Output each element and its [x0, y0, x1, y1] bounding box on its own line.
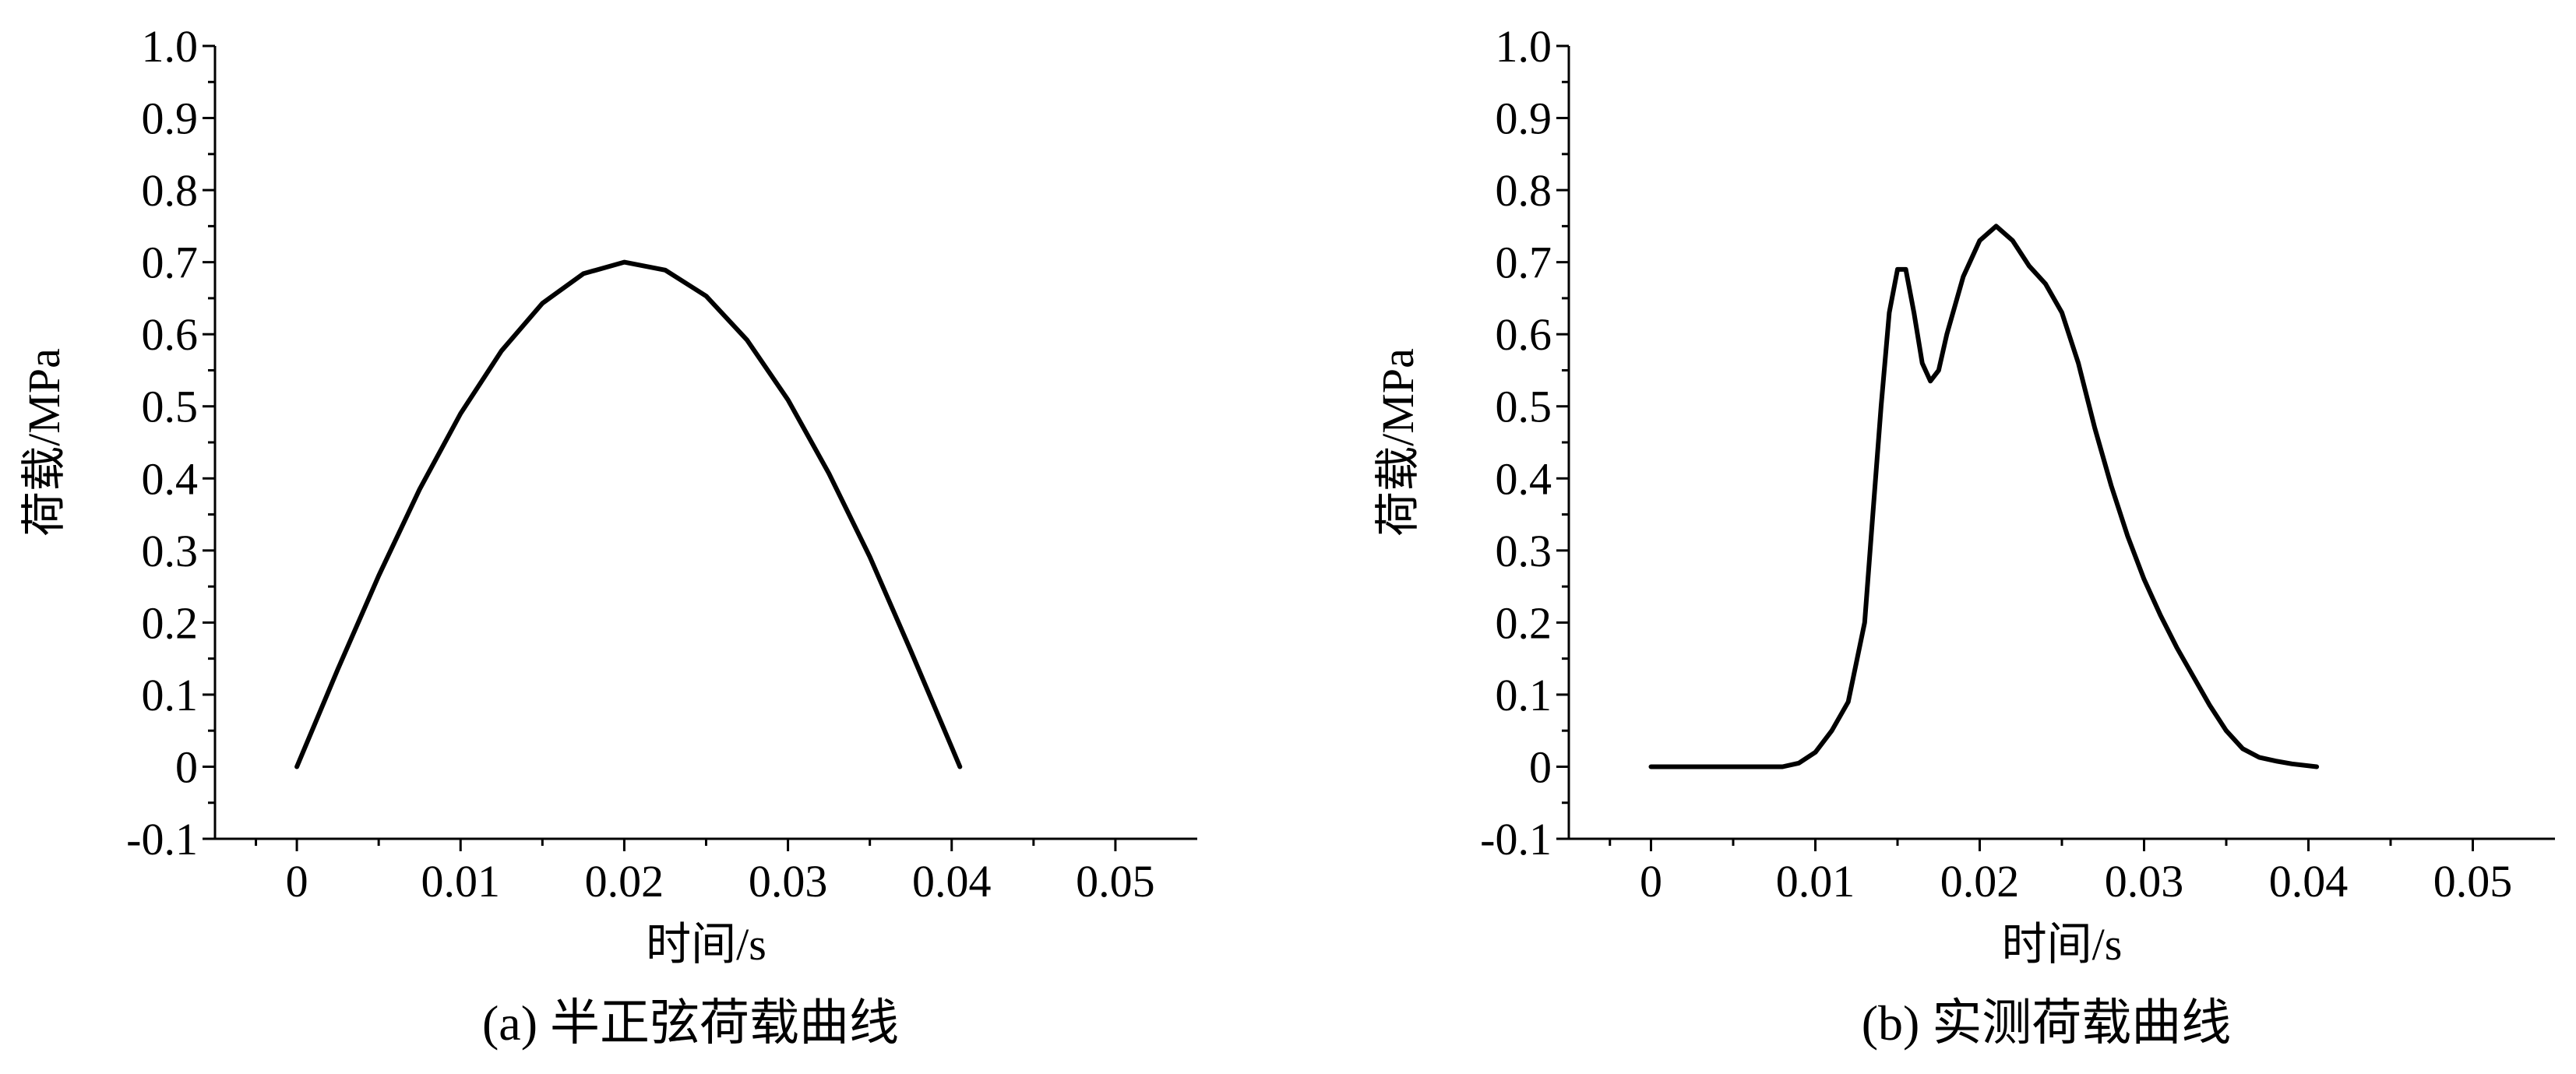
y-axis-label: 荷载/MPa	[1373, 348, 1423, 537]
x-tick-label: 0.05	[2433, 856, 2513, 907]
x-tick-label: 0.04	[2269, 856, 2349, 907]
chart: -0.1 0 0.1 0.2 0.3 0.4 0.5 0.6 0.7 0.8 0.9 1.0 0 0.01…	[19, 21, 1197, 1051]
y-tick-label: 0	[1529, 741, 1552, 792]
y-tick-label: 1.0	[142, 21, 199, 72]
y-tick-label: 0.6	[1496, 309, 1552, 360]
x-axis-label: 时间/s	[2002, 919, 2123, 970]
y-tick-label: 0.5	[1496, 382, 1552, 432]
chart-title: (a) 半正弦荷载曲线	[482, 995, 899, 1051]
chart-title: (b) 实测荷载曲线	[1862, 995, 2232, 1051]
y-tick-label: 0.5	[142, 382, 199, 432]
x-tick-label: 0	[286, 856, 308, 907]
data-line	[1648, 224, 2320, 769]
y-tick-label: 0.3	[1496, 526, 1552, 576]
y-tick-label: 0.7	[142, 238, 199, 288]
y-tick-label: 0.4	[1496, 453, 1552, 504]
y-tick-label: 0.9	[142, 93, 199, 144]
chart: -0.1 0 0.1 0.2 0.3 0.4 0.5 0.6 0.7 0.8 0.9 1.0 0 0.01…	[1373, 21, 2555, 1051]
x-tick-label: 0	[1640, 856, 1662, 907]
x-tick-label: 0.02	[1940, 856, 2020, 907]
x-tick-label: 0.01	[421, 856, 501, 907]
y-tick-label: 0.9	[1496, 93, 1552, 144]
x-tick-label: 0.03	[2105, 856, 2184, 907]
y-tick-label: 0.2	[1496, 597, 1552, 648]
x-tick-label: 0.03	[749, 856, 828, 907]
x-tick-label: 0.04	[912, 856, 992, 907]
y-tick-label: 0.7	[1496, 238, 1552, 288]
y-tick-label: 0.8	[1496, 165, 1552, 216]
y-tick-label: 1.0	[1496, 21, 1552, 72]
x-tick-label: 0.01	[1776, 856, 1855, 907]
y-tick-label: 0.2	[142, 597, 199, 648]
y-tick-label: 0.1	[142, 670, 199, 720]
y-tick-label: 0.8	[142, 165, 199, 216]
y-tick-label: -0.1	[1480, 814, 1552, 864]
y-tick-label: 0.6	[142, 309, 199, 360]
y-tick-label: 0.1	[1496, 670, 1552, 720]
data-line	[294, 259, 963, 769]
y-tick-label: 0.3	[142, 526, 199, 576]
x-axis-label: 时间/s	[646, 919, 766, 970]
y-axis-label: 荷载/MPa	[19, 348, 69, 537]
x-tick-label: 0.05	[1076, 856, 1155, 907]
y-tick-label: 0	[175, 741, 198, 792]
y-tick-label: 0.4	[142, 453, 199, 504]
y-tick-label: -0.1	[126, 814, 198, 864]
x-tick-label: 0.02	[585, 856, 664, 907]
